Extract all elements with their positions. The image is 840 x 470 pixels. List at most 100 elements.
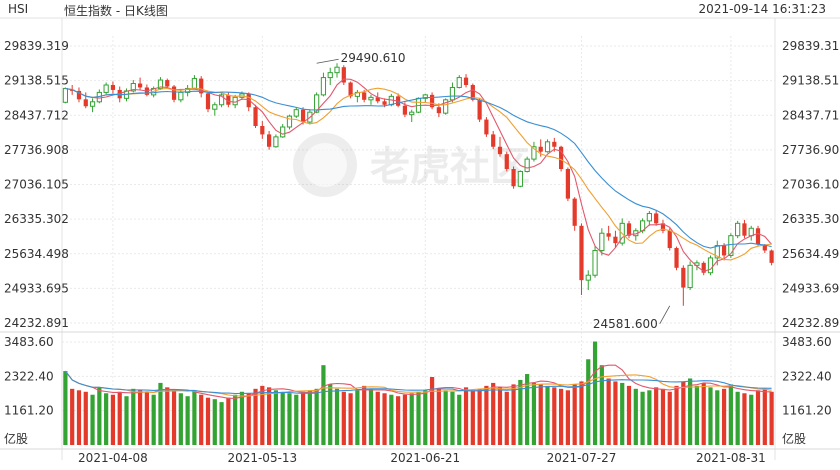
volume-bar xyxy=(579,381,584,445)
candle-body-down xyxy=(260,126,265,135)
volume-bar xyxy=(694,385,700,445)
volume-bar xyxy=(382,393,387,445)
volume-bar xyxy=(63,371,68,445)
volume-bar xyxy=(755,390,761,445)
volume-bar xyxy=(219,402,224,445)
volume-bar xyxy=(362,385,367,445)
volume-bar xyxy=(463,387,469,445)
volume-bar xyxy=(654,387,659,445)
volume-bar xyxy=(239,391,245,445)
y-tick-label-right: 28437.712 xyxy=(782,108,840,122)
candle-body-down xyxy=(110,84,116,90)
candle-body-up xyxy=(368,96,374,101)
volume-bar xyxy=(647,390,652,445)
candle-body-up xyxy=(130,83,136,92)
symbol-label: HSI xyxy=(8,2,29,16)
volume-bar xyxy=(735,391,740,445)
candle-body-up xyxy=(185,87,191,93)
candle-body-up xyxy=(212,104,218,110)
volume-tick-label-left: 1161.20 xyxy=(4,404,54,418)
volume-bar xyxy=(131,388,136,445)
candle-body-down xyxy=(504,154,509,169)
volume-bar xyxy=(402,394,408,445)
candle-body-down xyxy=(436,107,441,114)
candle-body-down xyxy=(606,233,611,237)
candle-body-down xyxy=(83,99,88,107)
y-tick-label-left: 24232.891 xyxy=(4,316,69,330)
volume-bar xyxy=(192,391,197,445)
candle-body-up xyxy=(449,86,456,101)
volume-bar xyxy=(613,381,618,445)
volume-unit-right: 亿股 xyxy=(782,431,806,446)
candle-body-down xyxy=(362,92,367,100)
volume-bar xyxy=(416,391,421,445)
volume-bar xyxy=(97,387,102,445)
volume-bar xyxy=(253,388,258,445)
candle-body-down xyxy=(470,84,475,100)
volume-bar xyxy=(233,394,238,445)
candle-body-up xyxy=(531,146,537,160)
candle-body-down xyxy=(226,94,231,105)
candle-body-up xyxy=(273,136,279,148)
volume-ma10-line xyxy=(64,370,772,397)
volume-unit-left: 亿股 xyxy=(4,431,28,446)
volume-bar xyxy=(443,390,448,445)
x-tick-label: 2021-07-27 xyxy=(547,451,617,465)
volume-bar xyxy=(83,391,88,445)
x-tick-label: 2021-06-21 xyxy=(390,451,460,465)
y-tick-label-right: 24232.891 xyxy=(782,316,840,330)
candle-body-up xyxy=(334,66,340,74)
ma20-line xyxy=(65,87,772,249)
candle-body-up xyxy=(599,232,605,252)
volume-bar xyxy=(423,390,428,445)
candle-body-up xyxy=(687,264,693,289)
volume-bar xyxy=(565,390,570,445)
y-tick-label-right: 27736.908 xyxy=(782,143,840,157)
candle-body-down xyxy=(165,80,170,87)
volume-bar xyxy=(429,376,435,445)
volume-bar xyxy=(674,385,679,445)
candle-body-down xyxy=(769,250,774,263)
watermark: 老虎社区 xyxy=(293,133,530,197)
ma10-line xyxy=(65,87,772,261)
volume-bar xyxy=(307,390,312,445)
candle-body-up xyxy=(89,101,96,107)
y-tick-label-left: 26335.302 xyxy=(4,212,69,226)
volume-bar xyxy=(90,394,95,445)
volume-bar xyxy=(688,378,693,445)
volume-bar xyxy=(762,388,767,445)
candle-body-down xyxy=(681,267,686,288)
volume-bar xyxy=(470,390,475,445)
y-tick-label-right: 26335.302 xyxy=(782,212,840,226)
candle-body-down xyxy=(674,248,679,268)
candle-body-down xyxy=(497,146,503,155)
volume-bar xyxy=(626,385,632,445)
volume-bar xyxy=(592,341,598,445)
candle-body-up xyxy=(748,227,754,237)
volume-bar xyxy=(341,391,346,445)
candle-body-down xyxy=(721,245,727,256)
volume-bar xyxy=(355,390,360,445)
volume-bar xyxy=(511,384,516,445)
candle-body-up xyxy=(218,94,225,106)
candle-body-down xyxy=(300,109,306,123)
volume-bar xyxy=(260,385,265,445)
y-tick-label-left: 27036.105 xyxy=(4,178,69,192)
volume-bar xyxy=(620,382,625,445)
volume-bar xyxy=(749,394,754,445)
volume-bar xyxy=(328,384,333,445)
volume-bar xyxy=(525,374,530,445)
candle-body-down xyxy=(402,105,408,115)
volume-bar xyxy=(660,388,666,445)
volume-bar xyxy=(76,390,82,445)
candle-body-up xyxy=(714,245,720,259)
candle-body-down xyxy=(558,146,564,169)
candle-body-down xyxy=(205,93,211,110)
candle-body-up xyxy=(280,126,286,138)
candle-body-up xyxy=(544,141,551,153)
volume-bar xyxy=(294,394,299,445)
chart-title: 恒生指数 - 日K线图 xyxy=(64,4,168,18)
candle-body-down xyxy=(626,223,632,236)
candle-body-down xyxy=(572,198,577,226)
